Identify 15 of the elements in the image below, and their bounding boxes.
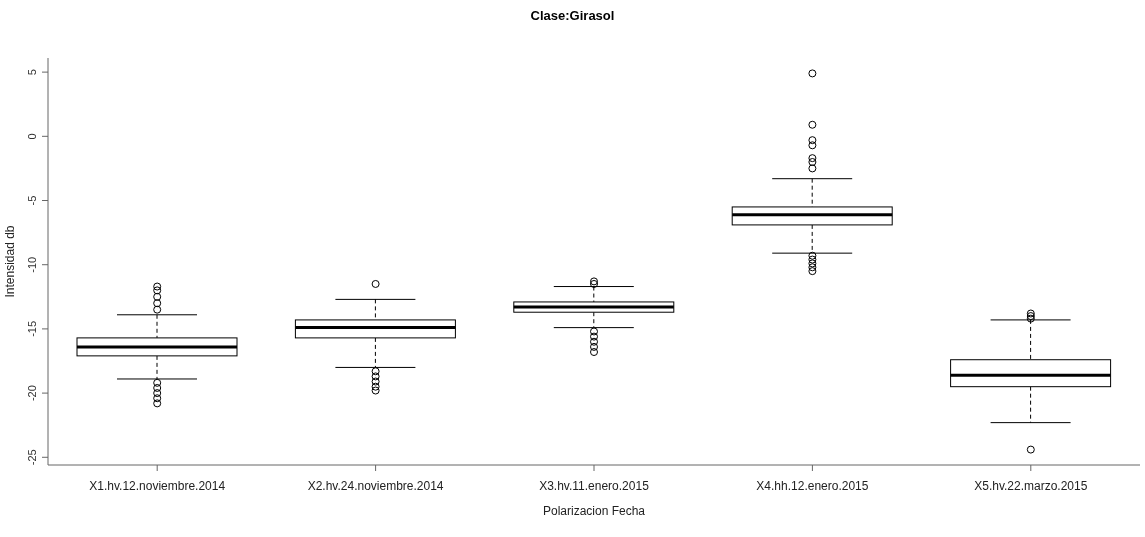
y-tick-label: -5: [26, 195, 38, 206]
y-tick-label: 0: [26, 133, 38, 140]
x-tick-label: X2.hv.24.noviembre.2014: [307, 478, 444, 493]
y-tick-label: -20: [26, 385, 38, 402]
y-tick-label: -15: [26, 320, 38, 337]
x-tick-label: X5.hv.22.marzo.2015: [974, 478, 1088, 493]
x-tick-label: X1.hv.12.noviembre.2014: [89, 478, 226, 493]
y-tick-label: -10: [26, 256, 38, 273]
x-tick-label: X3.hv.11.enero.2015: [539, 478, 650, 493]
y-axis-title: Intensidad db: [3, 225, 18, 298]
x-tick-label: X4.hh.12.enero.2015: [756, 478, 869, 493]
y-tick-label: 5: [26, 69, 38, 76]
chart-title: Clase:Girasol: [529, 8, 616, 23]
x-axis-title: Polarizacion Fecha: [542, 504, 646, 518]
y-tick-label: -25: [26, 449, 38, 466]
